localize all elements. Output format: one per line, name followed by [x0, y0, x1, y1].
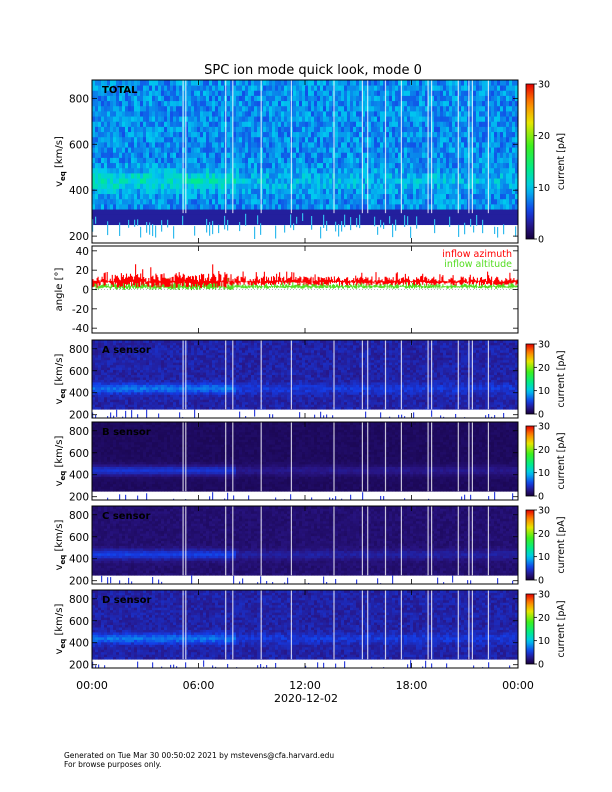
x-tick-label: 00:00	[76, 679, 108, 692]
heatmap-a	[92, 340, 518, 418]
date-label: 2020-12-02	[274, 692, 338, 705]
y-tick-label: 800	[69, 93, 89, 105]
panel-frame	[91, 245, 519, 334]
colorbar-tick: 20	[538, 131, 550, 142]
panel-label-a: A sensor	[102, 345, 151, 356]
colorbar-tick: 0	[538, 235, 544, 246]
panel-a: A sensor 0 10 20 30 current [pA] veq [km/s]200…	[54, 339, 567, 422]
y-tick-label: -20	[72, 304, 89, 316]
colorbar-tick: 30	[538, 340, 550, 351]
colorbar-tick: 0	[538, 410, 544, 421]
colorbar-tick: 30	[538, 80, 550, 91]
colorbar-tick: 0	[538, 660, 544, 671]
y-tick-label: 800	[69, 344, 89, 356]
panel-frame	[91, 505, 519, 585]
angle-traces	[92, 264, 518, 291]
y-axis-label: angle [°]	[54, 268, 65, 312]
figure-title: SPC ion mode quick look, mode 0	[204, 63, 422, 78]
heatmap-total	[92, 80, 518, 240]
colorbar-c: 0 10 20 30 current [pA]	[525, 506, 567, 587]
y-tick-label: 800	[69, 426, 89, 438]
panel-total: TOTAL 0 10 20 30 current [pA] veq [km/s] 200 400…	[54, 79, 567, 246]
colorbar-tick: 20	[538, 613, 550, 624]
x-tick-label: 06:00	[183, 679, 215, 692]
panel-frame	[91, 339, 519, 419]
colorbar-tick: 30	[538, 506, 550, 517]
y-tick-label: 40	[76, 246, 89, 258]
y-tick-label: 200	[69, 660, 89, 672]
y-tick-label: 200	[69, 492, 89, 504]
x-tick-label: 12:00	[289, 679, 321, 692]
colorbar-tick: 10	[538, 552, 550, 563]
colorbar-tick: 20	[538, 529, 550, 540]
y-tick-label: -40	[72, 323, 89, 335]
y-axis-label: veq [km/s]	[54, 604, 67, 655]
panel-label-c: C sensor	[102, 511, 150, 522]
heatmap-c	[92, 506, 518, 584]
panel-frame	[91, 589, 519, 669]
colorbar-tick: 0	[538, 576, 544, 587]
x-tick-label: 00:00	[502, 679, 534, 692]
y-tick-label: 600	[69, 448, 89, 460]
y-tick-label: 200	[69, 410, 89, 422]
y-tick-label: 400	[69, 388, 89, 400]
panel-frame	[91, 79, 519, 244]
colorbar-tick: 30	[538, 422, 550, 433]
footer-browse: For browse purposes only.	[64, 760, 161, 769]
colorbar-label: current [pA]	[556, 600, 567, 657]
colorbar-tick: 30	[538, 590, 550, 601]
colorbar-total: 0 10 20 30 current [pA]	[525, 80, 567, 246]
panel-frame	[91, 421, 519, 501]
colorbar-tick: 10	[538, 386, 550, 397]
colorbar-label: current [pA]	[556, 432, 567, 489]
legend-entry: inflow altitude	[444, 259, 512, 270]
y-axis-label: veq [km/s]	[54, 436, 67, 487]
series-inflow-azimuth	[92, 264, 518, 288]
y-axis-label: veq [km/s]	[54, 354, 67, 405]
y-tick-label: 200	[69, 576, 89, 588]
panel-label-d: D sensor	[102, 595, 151, 606]
y-tick-label: 800	[69, 510, 89, 522]
colorbar-tick: 10	[538, 468, 550, 479]
colorbar-tick: 20	[538, 363, 550, 374]
footer-generated: Generated on Tue Mar 30 00:50:02 2021 by…	[64, 751, 334, 760]
colorbar-d: 0 10 20 30 current [pA]	[525, 590, 567, 671]
colorbar-b: 0 10 20 30 current [pA]	[525, 422, 567, 503]
panel-c: C sensor 0 10 20 30 current [pA] veq [km/s]200…	[54, 505, 567, 588]
time-axis: 00:00 06:00 12:00 18:00 00:00	[76, 679, 534, 692]
y-axis-label: veq [km/s]	[54, 136, 67, 187]
y-tick-label: 400	[69, 638, 89, 650]
colorbar-label: current [pA]	[556, 133, 567, 190]
y-tick-label: 0	[82, 285, 89, 297]
panel-d: D sensor 0 10 20 30 current [pA] veq [km/s]200…	[54, 589, 567, 672]
y-tick-label: 600	[69, 532, 89, 544]
panel-label-total: TOTAL	[102, 85, 138, 96]
colorbar-tick: 0	[538, 492, 544, 503]
heatmap-d	[92, 590, 518, 668]
colorbar-tick: 20	[538, 445, 550, 456]
colorbar-tick: 10	[538, 183, 550, 194]
y-tick-label: 400	[69, 185, 89, 197]
panel-label-b: B sensor	[102, 427, 151, 438]
legend-entry: inflow azimuth	[442, 249, 512, 260]
y-tick-label: 600	[69, 366, 89, 378]
y-tick-label: 400	[69, 554, 89, 566]
colorbar-label: current [pA]	[556, 516, 567, 573]
heatmap-b	[92, 422, 518, 500]
y-tick-label: 600	[69, 139, 89, 151]
panel-b: B sensor 0 10 20 30 current [pA] veq [km/s]200…	[54, 421, 567, 504]
y-tick-label: 400	[69, 470, 89, 482]
x-tick-label: 18:00	[396, 679, 428, 692]
y-axis-label: veq [km/s]	[54, 520, 67, 571]
y-tick-label: 20	[76, 265, 89, 277]
y-tick-label: 600	[69, 616, 89, 628]
colorbar-tick: 10	[538, 636, 550, 647]
y-tick-label: 800	[69, 594, 89, 606]
y-tick-label: 200	[69, 231, 89, 243]
colorbar-label: current [pA]	[556, 350, 567, 407]
colorbar-a: 0 10 20 30 current [pA]	[525, 340, 567, 421]
